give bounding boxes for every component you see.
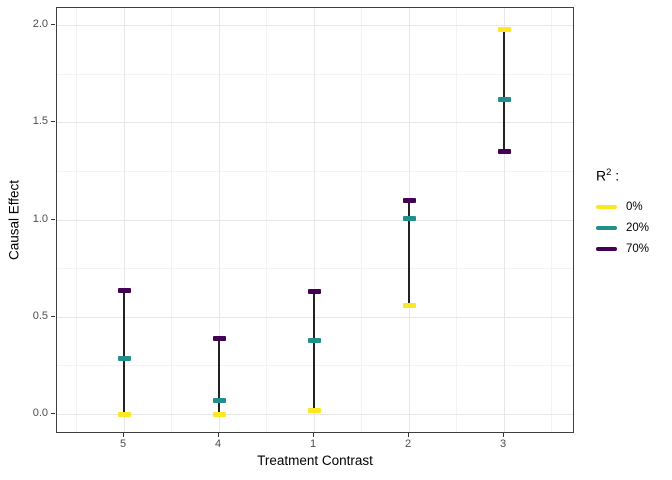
y-tick-label: 1.5: [32, 115, 48, 128]
point-20%-contrast-1: [307, 338, 321, 344]
range-line-contrast-3: [503, 29, 505, 152]
gridline-vertical-major: [313, 8, 315, 432]
x-tick-mark: [407, 433, 409, 437]
x-tick-label: 3: [499, 438, 507, 450]
legend-item-0%: 0%: [596, 201, 649, 214]
gridline-horizontal-major: [57, 414, 573, 415]
gridline-horizontal-major: [57, 316, 573, 318]
gridline-horizontal-major: [57, 219, 573, 221]
x-axis-title: Treatment Contrast: [257, 453, 373, 468]
legend-items: 0% 20% 70%: [596, 201, 649, 256]
legend-label-70%: 70%: [626, 242, 650, 255]
y-tick-mark: [51, 413, 55, 414]
point-20%-contrast-5: [117, 355, 131, 361]
legend-label-0%: 0%: [626, 200, 643, 213]
legend-title-superscript: 2: [606, 167, 612, 178]
y-tick-mark: [51, 121, 55, 123]
point-0%-contrast-5: [117, 412, 131, 417]
y-tick-label: 2.0: [32, 18, 48, 30]
y-tick-label: 0.5: [32, 309, 48, 322]
gridline-horizontal-minor: [57, 365, 573, 367]
legend-title: R2 :: [596, 167, 649, 184]
range-line-contrast-5: [123, 290, 125, 415]
point-70%-contrast-5: [117, 287, 131, 293]
point-20%-contrast-2: [402, 215, 416, 221]
plot-panel: [56, 7, 574, 433]
legend-key-0%: [596, 204, 617, 210]
x-tick-label: 5: [119, 438, 127, 450]
x-tick-label: 4: [214, 438, 222, 450]
legend-label-20%: 20%: [626, 221, 650, 234]
gridline-vertical-major: [218, 8, 220, 432]
x-tick-label: 2: [404, 438, 412, 450]
legend-item-70%: 70%: [596, 243, 649, 256]
legend-title-suffix: :: [611, 167, 620, 184]
legend-key-20%: [596, 225, 617, 231]
gridline-horizontal-minor: [57, 268, 573, 270]
y-tick-label: 1.0: [32, 212, 48, 225]
y-tick-label: 0.0: [32, 407, 48, 419]
range-line-contrast-4: [218, 338, 220, 415]
x-tick-mark: [502, 433, 504, 437]
legend-key-70%: [596, 246, 617, 252]
point-0%-contrast-1: [307, 408, 321, 414]
x-tick-label: 1: [309, 438, 317, 450]
range-line-contrast-1: [313, 291, 315, 411]
point-70%-contrast-3: [497, 149, 511, 155]
point-70%-contrast-4: [212, 336, 226, 342]
point-0%-contrast-3: [497, 26, 511, 32]
gridline-horizontal-minor: [57, 73, 573, 75]
point-0%-contrast-2: [402, 303, 416, 309]
point-70%-contrast-1: [307, 289, 321, 295]
x-tick-mark: [122, 433, 124, 437]
x-tick-mark: [312, 433, 314, 437]
point-20%-contrast-4: [212, 398, 226, 404]
gridline-vertical-major: [123, 8, 125, 432]
point-70%-contrast-2: [402, 198, 416, 204]
legend: R2 : 0% 20% 70%: [596, 167, 649, 256]
gridline-horizontal-major: [57, 122, 573, 124]
y-axis-title: Causal Effect: [6, 179, 22, 261]
y-tick-mark: [51, 24, 55, 25]
legend-item-20%: 20%: [596, 222, 649, 235]
point-20%-contrast-3: [497, 96, 511, 102]
gridline-horizontal-major: [57, 25, 573, 26]
y-tick-mark: [51, 315, 55, 317]
point-0%-contrast-4: [212, 412, 226, 417]
gridline-horizontal-minor: [57, 170, 573, 172]
x-tick-mark: [217, 433, 219, 437]
gridline-vertical-major: [503, 8, 505, 432]
y-tick-mark: [51, 218, 55, 220]
legend-title-base: R: [596, 167, 607, 184]
range-line-contrast-2: [408, 200, 410, 306]
